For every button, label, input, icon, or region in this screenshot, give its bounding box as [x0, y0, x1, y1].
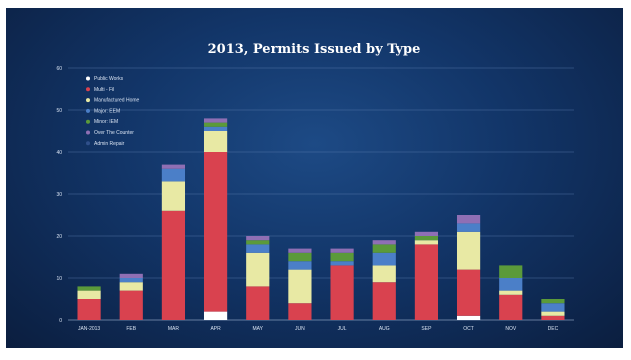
bar-segment-oct-0 [456, 315, 481, 320]
legend-entry: Major: EEM [94, 108, 120, 114]
bar-segment-mar-2 [161, 181, 186, 211]
bar-segment-sep-1 [414, 244, 439, 320]
bars-layer [77, 118, 565, 320]
bar-segment-oct-1 [456, 269, 481, 316]
x-tick-label: DEC [548, 326, 559, 332]
legend: Public Works Multi - Fil Manufactured Home… [86, 76, 140, 147]
bar-segment-jan-2013-1 [77, 299, 101, 320]
bar-segment-apr-1 [203, 152, 228, 312]
bar-segment-dec-2 [541, 311, 565, 316]
bar-segment-feb-2 [119, 282, 143, 291]
legend-marker [86, 87, 90, 92]
bar-segment-dec-1 [541, 315, 565, 320]
legend-marker [86, 119, 90, 124]
bar-segment-sep-2 [414, 240, 439, 245]
bar-segment-mar-5 [161, 164, 186, 169]
chart-title: 2013, Permits Issued by Type [208, 42, 421, 57]
x-tick-label: JAN-2013 [78, 326, 100, 332]
x-tick-label: OCT [463, 326, 474, 332]
bar-segment-jun-2 [288, 269, 312, 304]
bar-segment-aug-5 [372, 240, 396, 245]
bar-segment-jul-4 [330, 252, 354, 262]
bar-segment-mar-1 [161, 210, 186, 320]
x-tick-label: SEP [421, 326, 432, 332]
y-tick-label: 20 [56, 234, 62, 240]
x-tick-label: JUN [295, 326, 305, 332]
x-tick-label: JUL [338, 326, 347, 332]
bar-segment-oct-2 [456, 231, 481, 270]
legend-entry: Manufactured Home [94, 98, 140, 104]
bar-segment-aug-1 [372, 282, 396, 320]
bar-segment-nov-2 [499, 290, 523, 295]
bar-segment-aug-3 [372, 252, 396, 266]
bar-segment-nov-3 [499, 278, 523, 291]
bar-segment-feb-3 [119, 278, 143, 283]
x-tick-label: FEB [126, 326, 136, 332]
bar-segment-may-3 [246, 244, 270, 253]
x-tick-label: MAY [253, 326, 264, 332]
bar-segment-may-5 [246, 236, 270, 241]
bar-segment-apr-5 [203, 118, 228, 123]
bar-segment-apr-4 [203, 122, 228, 127]
bar-segment-feb-5 [119, 273, 143, 278]
y-tick-label: 40 [56, 150, 62, 156]
bar-segment-may-4 [246, 240, 270, 245]
y-tick-label: 30 [56, 192, 62, 198]
y-tick-label: 0 [59, 318, 62, 324]
bar-segment-jun-4 [288, 252, 312, 262]
x-tick-label: NOV [505, 326, 517, 332]
bar-segment-oct-5 [456, 215, 481, 224]
bar-segment-dec-3 [541, 303, 565, 312]
bar-segment-nov-1 [499, 294, 523, 320]
bar-segment-jun-1 [288, 303, 312, 320]
bar-segment-jul-1 [330, 265, 354, 320]
bar-segment-apr-2 [203, 131, 228, 152]
bar-segment-jul-3 [330, 261, 354, 266]
bar-segment-jun-3 [288, 261, 312, 270]
legend-entry: Multi - Fil [94, 87, 114, 93]
bar-segment-jan-2013-4 [77, 286, 101, 291]
bar-segment-oct-3 [456, 223, 481, 232]
x-tick-label: APR [210, 326, 221, 332]
y-tick-label: 10 [56, 276, 62, 282]
legend-marker [86, 108, 90, 113]
bar-segment-aug-4 [372, 244, 396, 253]
bar-segment-apr-0 [203, 311, 228, 320]
x-tick-label: MAR [168, 326, 180, 332]
bar-segment-mar-3 [161, 168, 186, 182]
legend-entry: Minor: IEM [94, 119, 118, 125]
legend-entry: Public Works [94, 76, 124, 82]
bar-segment-may-1 [246, 286, 270, 320]
legend-marker [86, 98, 90, 103]
x-axis-ticks: JAN-2013 FEB MAR APR MAY JUN JUL AUG SEP OCT NOV DE… [78, 326, 559, 332]
legend-marker [86, 76, 90, 81]
y-axis-ticks: 0 10 20 30 40 50 60 [56, 66, 62, 324]
x-tick-label: AUG [379, 326, 390, 332]
bar-segment-may-2 [246, 252, 270, 287]
bar-segment-sep-5 [414, 231, 439, 236]
y-tick-label: 60 [56, 66, 62, 72]
y-tick-label: 50 [56, 108, 62, 114]
legend-marker [86, 130, 90, 135]
chart-svg: 2013, Permits Issued by Type JAN-2013 FEB… [56, 42, 574, 332]
bar-segment-jun-5 [288, 248, 312, 253]
legend-marker [86, 141, 90, 146]
bar-segment-dec-4 [541, 299, 565, 304]
bar-segment-jan-2013-2 [77, 290, 101, 299]
bar-segment-jul-5 [330, 248, 354, 253]
bar-segment-aug-2 [372, 265, 396, 283]
chart-slide: 2013, Permits Issued by Type JAN-2013 FEB… [6, 8, 623, 348]
bar-segment-apr-3 [203, 126, 228, 131]
grid-layer [68, 67, 574, 321]
bar-segment-nov-4 [499, 265, 523, 278]
legend-entry: Admin Repair [94, 141, 125, 147]
legend-entry: Over The Counter [94, 130, 134, 136]
bar-segment-sep-4 [414, 236, 439, 241]
bar-segment-feb-1 [119, 290, 143, 320]
